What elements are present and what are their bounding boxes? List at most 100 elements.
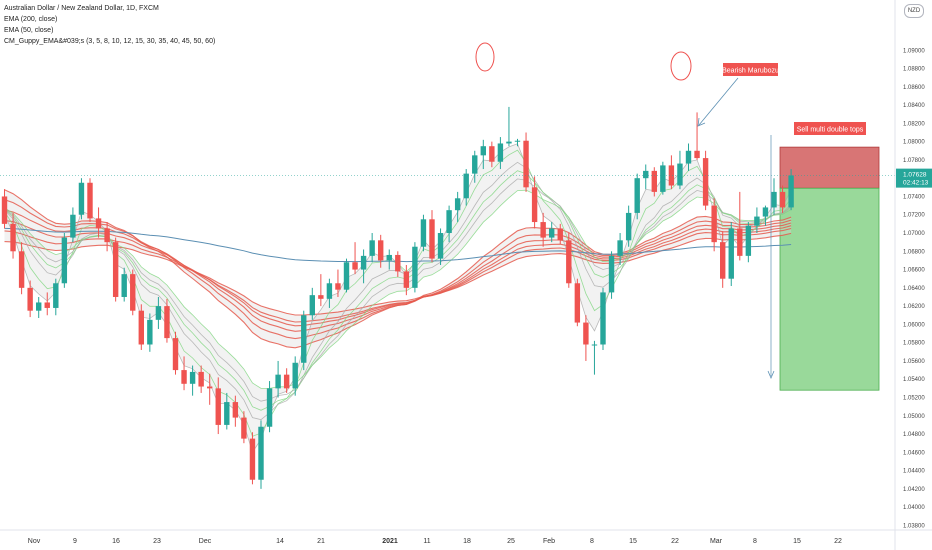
price-tick-label: 1.08000 <box>903 140 925 146</box>
candle-up <box>412 246 418 288</box>
time-tick-label: 15 <box>793 538 801 545</box>
candle-down <box>737 228 743 256</box>
last-price-tag <box>896 168 932 188</box>
price-tick-label: 1.05800 <box>903 341 925 347</box>
candle-up <box>301 315 307 363</box>
top-circle-2 <box>670 51 692 81</box>
currency-badge[interactable]: NZD <box>904 4 924 18</box>
price-tick-label: 1.07000 <box>903 231 925 237</box>
candle-up <box>155 306 162 320</box>
candle-down <box>18 251 25 288</box>
candle-up <box>591 344 598 346</box>
guppy-fast-ema-12 <box>4 178 792 402</box>
candle-down <box>164 306 170 339</box>
price-tick-label: 1.04000 <box>903 505 925 511</box>
candle-up <box>266 388 273 427</box>
time-tick-label: Nov <box>28 538 41 545</box>
candle-up <box>36 302 42 311</box>
candle-down <box>104 228 110 243</box>
price-tick-label: 1.03800 <box>903 523 925 529</box>
candle-up <box>472 155 478 174</box>
price-tick-label: 1.04400 <box>903 469 925 475</box>
time-tick-label: 22 <box>671 538 679 545</box>
last-price-value: 1.07628 <box>903 172 927 179</box>
candle-down <box>668 165 675 186</box>
candle-down <box>130 274 136 311</box>
candle-down <box>523 140 529 188</box>
candle-down <box>378 240 384 261</box>
candle-down <box>651 170 657 192</box>
price-tick-label: 1.08400 <box>903 103 925 109</box>
candle-down <box>207 386 213 389</box>
candle-up <box>625 212 632 241</box>
time-tick-label: 22 <box>834 538 842 545</box>
time-tick-label: Mar <box>710 538 723 545</box>
chart-legend: Australian Dollar / New Zealand Dollar, … <box>4 3 215 47</box>
candle-down <box>429 219 435 259</box>
candle-up <box>386 254 392 261</box>
legend-ema200[interactable]: EMA (200, close) <box>4 16 58 23</box>
annotation-arrowhead <box>697 117 706 127</box>
candle-up <box>446 210 452 234</box>
price-tick-label: 1.06200 <box>903 304 925 310</box>
time-axis[interactable]: Nov 9 16 23 Dec 14 21 2021 11 18 25 Feb 8 15 22 Mar 8 15 2… <box>0 529 932 545</box>
candle-down <box>172 338 179 371</box>
guppy-slow-ema-50 <box>4 227 792 323</box>
price-tick-label: 1.09000 <box>903 48 925 54</box>
price-tick-label: 1.06600 <box>903 268 925 274</box>
position-tool[interactable] <box>779 146 880 391</box>
candle-down <box>489 146 495 162</box>
candle-down <box>232 402 239 418</box>
bearish-label-box <box>723 63 778 76</box>
sell-label: Sell multi double tops <box>797 127 864 134</box>
candle-up <box>754 216 760 226</box>
price-axis[interactable]: 1.03800 1.04000 1.04200 1.04400 1.04600 1.048… <box>894 0 932 550</box>
guppy-slow-ema-40 <box>4 209 792 332</box>
candle-down <box>566 240 572 284</box>
candle-up <box>326 283 333 299</box>
candle-up <box>189 371 196 384</box>
candle-down <box>181 370 187 384</box>
candle-up <box>549 228 555 238</box>
candle-up <box>78 182 85 215</box>
candle-down <box>283 374 290 389</box>
candle-up <box>677 163 683 186</box>
candle-up <box>685 150 692 164</box>
time-tick-label: 8 <box>590 538 594 545</box>
candle-down <box>87 182 93 219</box>
legend-symbol-title[interactable]: Australian Dollar / New Zealand Dollar, … <box>4 5 159 12</box>
candle-down <box>249 438 256 480</box>
guppy-slow-ema-45 <box>4 219 792 327</box>
candle-up <box>147 319 153 345</box>
time-tick-label: 25 <box>507 538 515 545</box>
price-tick-label: 1.04600 <box>903 450 925 456</box>
candle-up <box>454 198 461 211</box>
guppy-fast-ema-10 <box>4 170 792 411</box>
candles <box>1 106 794 489</box>
candle-down <box>352 262 358 270</box>
sell-label-box <box>794 122 866 135</box>
candle-down <box>1 196 8 224</box>
candle-up <box>224 402 230 425</box>
candle-up <box>463 173 469 199</box>
candle-up <box>788 175 794 208</box>
annotation-arrow <box>698 77 739 126</box>
candle-down <box>694 150 700 159</box>
price-tick-label: 1.05600 <box>903 359 925 365</box>
candle-up <box>771 191 777 208</box>
legend-ema50[interactable]: EMA (50, close) <box>4 27 54 34</box>
candle-up <box>369 240 375 256</box>
candle-up <box>497 143 504 162</box>
candle-down <box>95 218 102 229</box>
price-tick-label: 1.04800 <box>903 432 925 438</box>
legend-guppy[interactable]: CM_Guppy_EMA&#039;s (3, 5, 8, 10, 12, 15… <box>4 38 216 45</box>
price-tick-label: 1.08800 <box>903 67 925 73</box>
candle-down <box>583 322 589 345</box>
candle-down <box>241 417 247 439</box>
time-tick-label: 11 <box>423 538 430 545</box>
price-tick-label: 1.06000 <box>903 322 925 328</box>
candle-down <box>27 287 33 311</box>
candle-up <box>480 146 486 156</box>
